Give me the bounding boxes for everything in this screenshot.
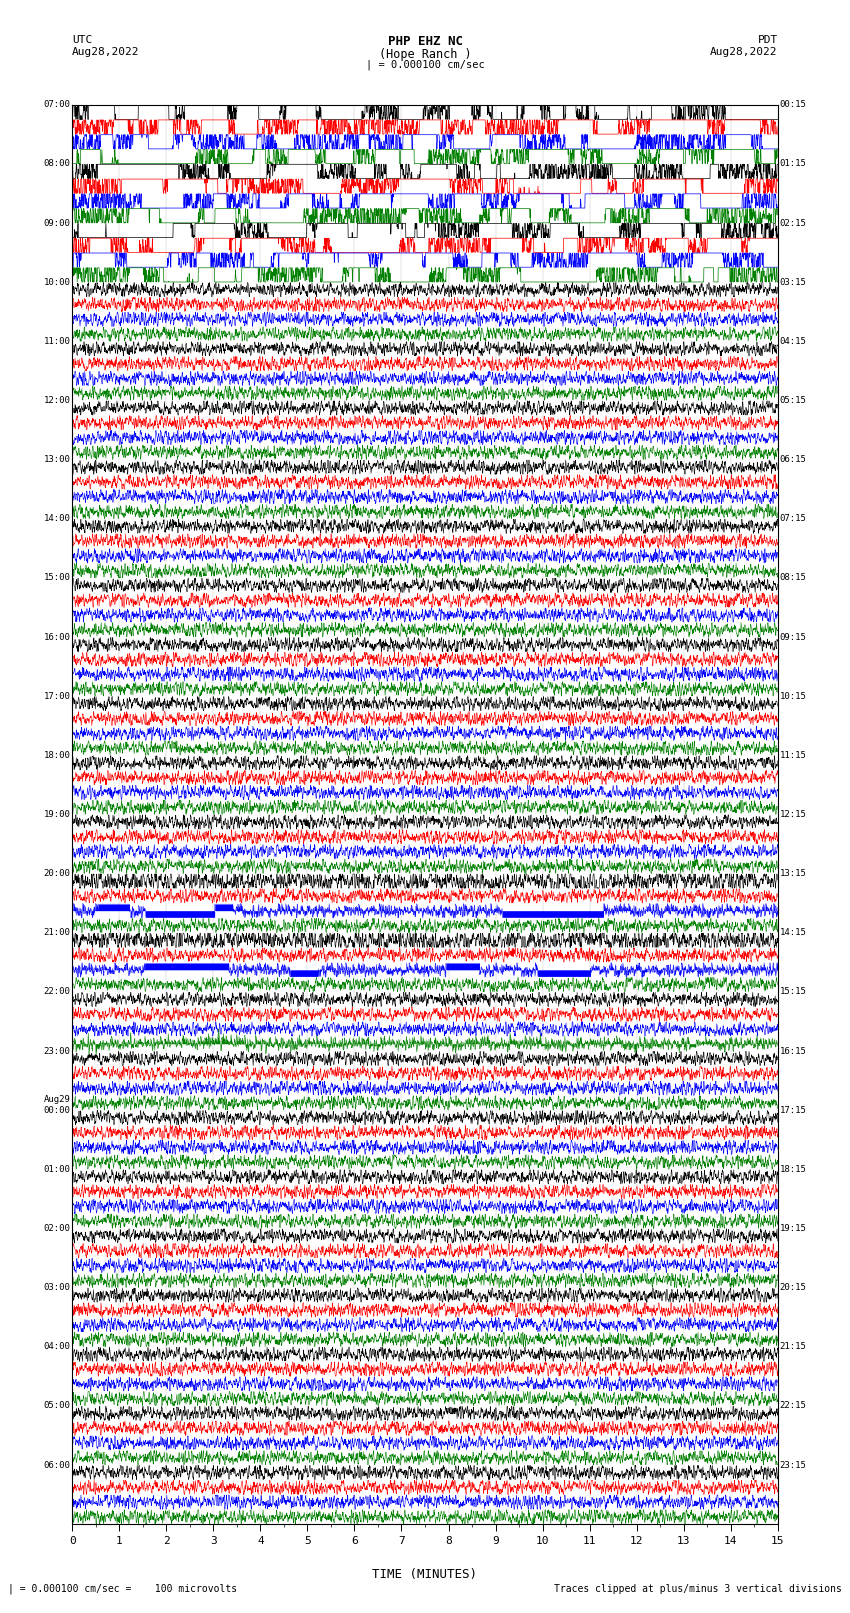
Text: 08:00: 08:00 <box>43 160 71 168</box>
Text: 09:00: 09:00 <box>43 219 71 227</box>
Text: 02:00: 02:00 <box>43 1224 71 1232</box>
Text: 15:15: 15:15 <box>779 987 807 997</box>
Text: (Hope Ranch ): (Hope Ranch ) <box>379 48 471 61</box>
Text: 17:00: 17:00 <box>43 692 71 700</box>
Text: 10:15: 10:15 <box>779 692 807 700</box>
Text: 13:15: 13:15 <box>779 869 807 877</box>
Text: 05:00: 05:00 <box>43 1402 71 1410</box>
Text: 16:15: 16:15 <box>779 1047 807 1055</box>
Text: Aug28,2022: Aug28,2022 <box>72 47 139 56</box>
Text: PDT: PDT <box>757 35 778 45</box>
Text: 01:00: 01:00 <box>43 1165 71 1174</box>
Text: Aug29: Aug29 <box>43 1095 71 1103</box>
Text: | = 0.000100 cm/sec =    100 microvolts: | = 0.000100 cm/sec = 100 microvolts <box>8 1582 238 1594</box>
Text: 23:15: 23:15 <box>779 1461 807 1469</box>
Text: 04:15: 04:15 <box>779 337 807 345</box>
Text: 22:15: 22:15 <box>779 1402 807 1410</box>
Text: 13:00: 13:00 <box>43 455 71 465</box>
Text: 12:15: 12:15 <box>779 810 807 819</box>
Text: TIME (MINUTES): TIME (MINUTES) <box>372 1568 478 1581</box>
Text: 07:00: 07:00 <box>43 100 71 110</box>
Text: 00:00: 00:00 <box>43 1107 71 1115</box>
Text: 10:00: 10:00 <box>43 277 71 287</box>
Text: 01:15: 01:15 <box>779 160 807 168</box>
Text: 00:15: 00:15 <box>779 100 807 110</box>
Text: 03:00: 03:00 <box>43 1284 71 1292</box>
Text: 14:00: 14:00 <box>43 515 71 523</box>
Text: 22:00: 22:00 <box>43 987 71 997</box>
Text: 06:15: 06:15 <box>779 455 807 465</box>
Text: 20:15: 20:15 <box>779 1284 807 1292</box>
Text: 05:15: 05:15 <box>779 397 807 405</box>
Text: 12:00: 12:00 <box>43 397 71 405</box>
Text: 17:15: 17:15 <box>779 1107 807 1115</box>
Text: 14:15: 14:15 <box>779 929 807 937</box>
Text: 19:15: 19:15 <box>779 1224 807 1232</box>
Text: 07:15: 07:15 <box>779 515 807 523</box>
Text: PHP EHZ NC: PHP EHZ NC <box>388 35 462 48</box>
Text: 23:00: 23:00 <box>43 1047 71 1055</box>
Text: 21:15: 21:15 <box>779 1342 807 1352</box>
Text: 16:00: 16:00 <box>43 632 71 642</box>
Text: 04:00: 04:00 <box>43 1342 71 1352</box>
Text: 02:15: 02:15 <box>779 219 807 227</box>
Text: 11:15: 11:15 <box>779 752 807 760</box>
Text: 19:00: 19:00 <box>43 810 71 819</box>
Text: 21:00: 21:00 <box>43 929 71 937</box>
Text: 09:15: 09:15 <box>779 632 807 642</box>
Text: Traces clipped at plus/minus 3 vertical divisions: Traces clipped at plus/minus 3 vertical … <box>553 1584 842 1594</box>
Text: 11:00: 11:00 <box>43 337 71 345</box>
Text: 15:00: 15:00 <box>43 574 71 582</box>
Text: UTC: UTC <box>72 35 93 45</box>
Text: Aug28,2022: Aug28,2022 <box>711 47 778 56</box>
Text: 20:00: 20:00 <box>43 869 71 877</box>
Text: | = 0.000100 cm/sec: | = 0.000100 cm/sec <box>366 60 484 71</box>
Text: 18:15: 18:15 <box>779 1165 807 1174</box>
Text: 08:15: 08:15 <box>779 574 807 582</box>
Text: 06:00: 06:00 <box>43 1461 71 1469</box>
Text: 18:00: 18:00 <box>43 752 71 760</box>
Text: 03:15: 03:15 <box>779 277 807 287</box>
